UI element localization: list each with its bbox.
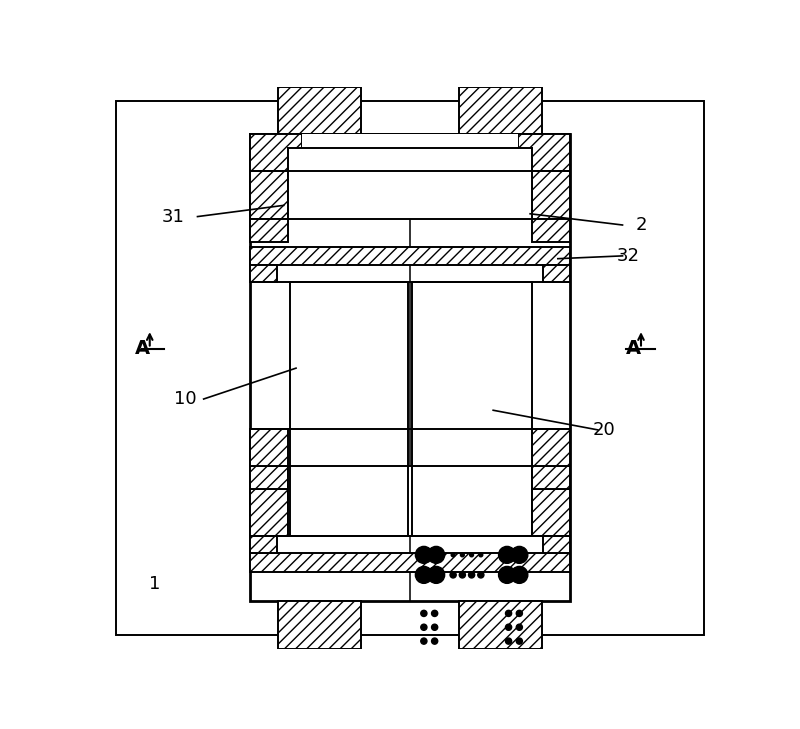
Circle shape bbox=[516, 638, 522, 644]
Bar bbox=[532, 429, 570, 466]
Text: 31: 31 bbox=[162, 208, 184, 225]
Circle shape bbox=[516, 610, 522, 617]
Circle shape bbox=[428, 668, 445, 685]
Circle shape bbox=[506, 610, 512, 617]
Bar bbox=[532, 488, 570, 537]
Circle shape bbox=[431, 638, 438, 644]
Bar bbox=[543, 537, 570, 553]
Text: 10: 10 bbox=[174, 390, 197, 408]
Bar bbox=[250, 429, 288, 466]
Bar bbox=[518, 134, 570, 171]
Bar bbox=[290, 282, 409, 537]
Bar bbox=[288, 148, 532, 219]
Bar bbox=[543, 265, 570, 282]
Text: 32: 32 bbox=[617, 247, 640, 265]
Bar bbox=[250, 488, 288, 537]
Text: 1: 1 bbox=[149, 575, 160, 593]
Bar bbox=[250, 134, 570, 601]
Circle shape bbox=[428, 547, 445, 564]
Bar bbox=[459, 601, 542, 649]
Circle shape bbox=[450, 674, 456, 679]
Circle shape bbox=[450, 572, 456, 578]
Circle shape bbox=[479, 553, 482, 557]
Circle shape bbox=[451, 695, 455, 698]
Circle shape bbox=[431, 624, 438, 631]
Bar bbox=[278, 601, 361, 649]
Circle shape bbox=[498, 547, 515, 564]
Circle shape bbox=[415, 566, 432, 583]
Circle shape bbox=[479, 695, 482, 698]
Circle shape bbox=[459, 572, 466, 578]
Text: 20: 20 bbox=[593, 421, 615, 439]
Circle shape bbox=[511, 688, 528, 705]
Bar bbox=[532, 219, 570, 242]
Circle shape bbox=[470, 553, 474, 557]
Circle shape bbox=[469, 674, 474, 679]
Circle shape bbox=[431, 610, 438, 617]
Bar bbox=[411, 282, 532, 537]
Circle shape bbox=[428, 688, 445, 705]
Circle shape bbox=[459, 674, 466, 679]
Bar bbox=[250, 219, 288, 242]
Bar bbox=[250, 466, 288, 488]
Bar bbox=[302, 134, 518, 171]
Bar bbox=[278, 87, 361, 134]
Bar bbox=[250, 537, 277, 553]
Circle shape bbox=[498, 668, 515, 685]
Circle shape bbox=[469, 572, 474, 578]
Circle shape bbox=[498, 566, 515, 583]
Bar bbox=[250, 171, 288, 219]
Text: A: A bbox=[626, 339, 641, 358]
Bar bbox=[250, 265, 277, 282]
Circle shape bbox=[506, 624, 512, 631]
Circle shape bbox=[461, 553, 464, 557]
Circle shape bbox=[511, 668, 528, 685]
Circle shape bbox=[415, 547, 432, 564]
Bar bbox=[250, 134, 570, 171]
Circle shape bbox=[421, 624, 427, 631]
Bar bbox=[250, 134, 302, 171]
Circle shape bbox=[506, 638, 512, 644]
Bar bbox=[532, 466, 570, 488]
Circle shape bbox=[421, 610, 427, 617]
Bar bbox=[288, 466, 532, 537]
Bar bbox=[250, 553, 570, 572]
Bar bbox=[532, 171, 570, 219]
Circle shape bbox=[516, 624, 522, 631]
Circle shape bbox=[421, 638, 427, 644]
Circle shape bbox=[461, 695, 464, 698]
Circle shape bbox=[478, 674, 484, 679]
Bar bbox=[459, 87, 542, 134]
Circle shape bbox=[511, 547, 528, 564]
Circle shape bbox=[415, 688, 432, 705]
Circle shape bbox=[451, 553, 455, 557]
Circle shape bbox=[511, 566, 528, 583]
Circle shape bbox=[415, 668, 432, 685]
Bar bbox=[250, 247, 570, 265]
Text: A: A bbox=[134, 339, 150, 358]
Circle shape bbox=[478, 572, 484, 578]
Circle shape bbox=[498, 688, 515, 705]
Circle shape bbox=[428, 566, 445, 583]
Circle shape bbox=[470, 695, 474, 698]
Text: 2: 2 bbox=[635, 216, 646, 234]
